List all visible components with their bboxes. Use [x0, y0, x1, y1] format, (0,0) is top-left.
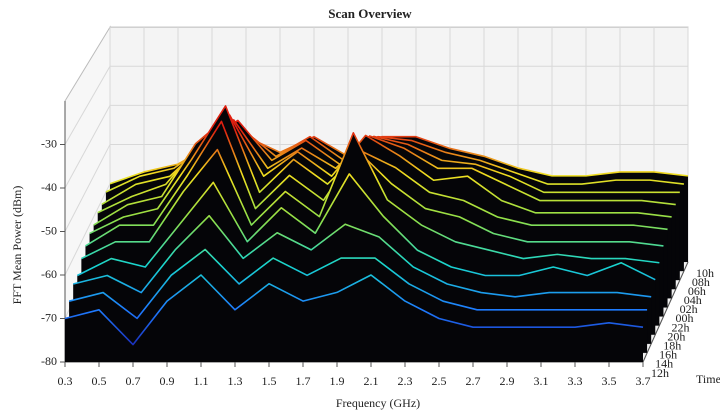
- x-axis-label: Frequency (GHz): [336, 396, 420, 410]
- x-tick-label: 2.5: [432, 374, 447, 388]
- y-axis-label: FFT Mean Power (dBm): [10, 186, 24, 305]
- x-tick-label: 0.9: [160, 374, 175, 388]
- x-tick-label: 0.5: [92, 374, 107, 388]
- x-tick-label: 3.7: [636, 374, 651, 388]
- x-tick-label: 1.7: [296, 374, 311, 388]
- y-tick-label: -80: [41, 354, 57, 368]
- z-axis-label: Time: [696, 372, 720, 386]
- x-tick-label: 0.3: [58, 374, 73, 388]
- y-tick-label: -40: [41, 180, 57, 194]
- x-tick-label: 1.5: [262, 374, 277, 388]
- y-tick-label: -70: [41, 310, 57, 324]
- x-tick-label: 2.1: [364, 374, 379, 388]
- chart-title: Scan Overview: [328, 6, 412, 21]
- x-tick-label: 2.7: [466, 374, 481, 388]
- y-tick-label: -50: [41, 223, 57, 237]
- x-tick-label: 1.9: [330, 374, 345, 388]
- x-tick-label: 0.7: [126, 374, 141, 388]
- x-tick-label: 1.3: [228, 374, 243, 388]
- x-tick-label: 3.5: [602, 374, 617, 388]
- chart: Scan Overview Frequency (GHz) FFT Mean P…: [0, 0, 720, 412]
- y-tick-label: -60: [41, 267, 57, 281]
- x-tick-label: 3.3: [568, 374, 583, 388]
- y-tick-label: -30: [41, 136, 57, 150]
- x-tick-label: 3.1: [534, 374, 549, 388]
- x-tick-label: 1.1: [194, 374, 209, 388]
- x-tick-label: 2.9: [500, 374, 515, 388]
- z-tick-label: 10h: [696, 266, 714, 280]
- x-tick-label: 2.3: [398, 374, 413, 388]
